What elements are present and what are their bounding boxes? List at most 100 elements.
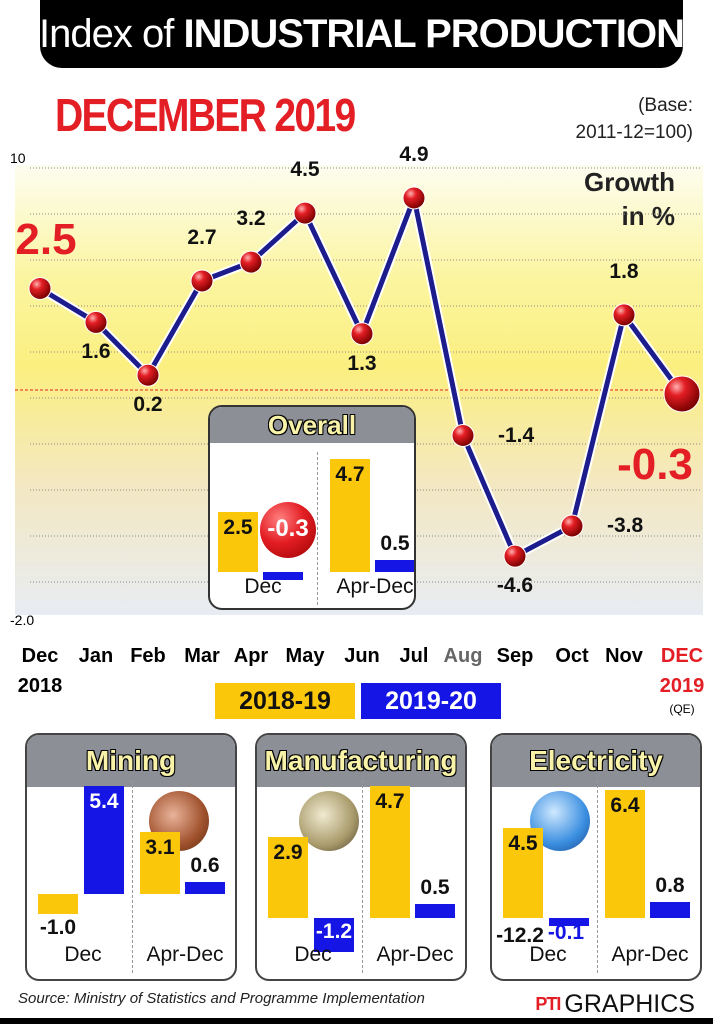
data-point (190, 269, 214, 293)
bar-value-label: 2.5 (223, 516, 253, 539)
data-point (663, 375, 701, 413)
category-label: Apr-Dec (336, 575, 414, 598)
bar-2018-19 (330, 459, 370, 572)
bar-2018-19 (503, 828, 543, 918)
bar-2019-20 (549, 918, 589, 926)
data-label: 4.5 (290, 158, 320, 182)
sector-panel-electricity: Electricity 4.5 -0.1 Dec 6.4 0.8 Apr-Dec -12.2 (490, 733, 702, 981)
data-point (136, 363, 160, 387)
y-tick-bottom: -2.0 (10, 612, 35, 628)
bar-value-label: 6.4 (610, 794, 640, 817)
x-tick-label: Aug (443, 645, 483, 667)
data-point (239, 250, 263, 274)
category-label: Apr-Dec (146, 943, 224, 966)
bar-value-label: 5.4 (89, 790, 119, 813)
data-label: 1.8 (609, 259, 639, 283)
bar-2019-20 (185, 882, 225, 894)
bar-value-label: 4.7 (375, 790, 405, 814)
x-tick-label: Feb (130, 645, 166, 667)
data-label: 0.2 (133, 393, 163, 417)
data-point (451, 424, 475, 448)
category-label: Dec (294, 943, 332, 966)
bar-value-label: 3.1 (145, 836, 175, 859)
highlight-circle (260, 502, 316, 558)
source-note: Source: Ministry of Statistics and Progr… (18, 990, 425, 1007)
sector-title: Manufacturing (257, 735, 465, 787)
data-label: 3.2 (236, 207, 266, 231)
bar-2019-20 (314, 918, 354, 952)
x-tick-label: Jun (344, 645, 380, 667)
x-tick-label: Mar (184, 645, 220, 667)
qe-note: (QE) (669, 702, 695, 716)
overall-title: Overall (210, 407, 414, 443)
data-label: -0.3 (617, 440, 693, 489)
category-label: Dec (529, 943, 567, 966)
data-label: -3.8 (607, 513, 644, 537)
base-line1: (Base: (638, 95, 693, 116)
bar-2018-19 (140, 832, 180, 894)
category-label: Apr-Dec (611, 943, 689, 966)
bar-2018-19 (218, 512, 258, 572)
bar-value-label: 4.7 (335, 463, 365, 487)
x-tick-sublabel: 2019 (659, 675, 705, 697)
title-bar: Index of INDUSTRIAL PRODUCTION (39, 0, 685, 68)
category-label: Apr-Dec (376, 943, 454, 966)
brand-label: GRAPHICS (564, 990, 695, 1018)
data-point (503, 544, 527, 568)
bar-value-label: 0.6 (190, 854, 220, 877)
category-label: Dec (64, 943, 102, 966)
bar-2019-20 (375, 560, 414, 572)
growth-label: Growth in % (584, 165, 675, 233)
base-note: (Base: 2011-12=100) (576, 92, 693, 146)
bar-value-label: 0.5 (420, 876, 450, 899)
x-tick-label: May (285, 645, 325, 667)
data-point (293, 201, 317, 225)
subtitle: DECEMBER 2019 (55, 89, 356, 141)
growth-line2: in % (621, 201, 675, 231)
data-point (28, 276, 52, 300)
data-point (84, 310, 108, 334)
y-tick-top: 10 (10, 150, 26, 166)
bar-2019-20 (415, 904, 455, 918)
group-separator (132, 780, 133, 973)
bar-value-label: 2.9 (273, 840, 303, 864)
data-label: -4.6 (496, 574, 534, 598)
bar-value-label: -0.3 (267, 515, 309, 542)
bar-value-label: 0.5 (380, 532, 410, 555)
data-label: 2.5 (15, 215, 77, 264)
legend-2018-19: 2018-19 (215, 683, 355, 719)
data-point (402, 186, 426, 210)
x-tick-label: Apr (233, 645, 269, 667)
group-separator (316, 452, 318, 605)
bar-2018-19 (370, 786, 410, 918)
data-label: -1.4 (498, 423, 535, 447)
x-tick-label: Dec (21, 645, 59, 667)
group-separator (362, 780, 363, 973)
sector-panel-mining: Mining -1.0 5.4 Dec 3.1 0.6 Apr-Dec (25, 733, 237, 981)
x-tick-label: Sep (496, 645, 534, 667)
x-tick-label: DEC (660, 645, 704, 667)
data-point (560, 514, 584, 538)
bar-2018-19 (268, 836, 308, 918)
group-separator (597, 780, 598, 973)
bar-2018-19 (38, 894, 78, 914)
bar-2018-19 (605, 790, 645, 918)
sector-panel-manufacturing: Manufacturing 2.9 -1.2 Dec 4.7 0.5 Apr-Dec (255, 733, 467, 981)
data-label: 4.9 (399, 143, 429, 166)
pti-graphics-logo: PTI GRAPHICS (535, 990, 695, 1019)
x-tick-label: Oct (555, 645, 589, 667)
x-tick-label: Jul (399, 645, 429, 667)
legend: 2018-19 2019-20 (215, 683, 501, 719)
bar-2019-20 (650, 902, 690, 918)
title-bold: INDUSTRIAL PRODUCTION (183, 11, 684, 56)
factory-machine-icon (299, 791, 359, 851)
data-label: 1.3 (347, 351, 377, 375)
title-prefix: Index of (39, 11, 184, 56)
pti-logo: PTI (535, 994, 561, 1014)
bar-value-label: -1.2 (315, 920, 353, 943)
sector-title: Electricity (492, 735, 700, 787)
bar-value-label: 0.8 (655, 874, 685, 897)
data-label: 2.7 (187, 225, 217, 249)
bar-2019-20 (263, 572, 303, 580)
